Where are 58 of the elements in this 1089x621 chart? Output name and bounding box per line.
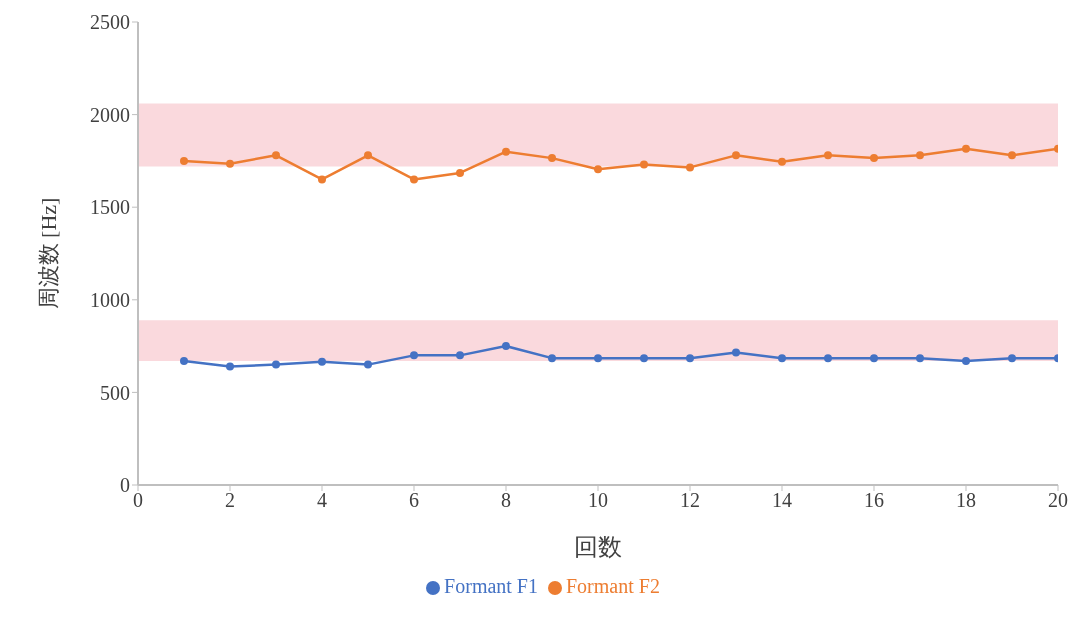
point <box>640 160 648 169</box>
x-tick-label: 6 <box>409 489 419 512</box>
y-tick-label: 2500 <box>90 11 130 34</box>
y-axis-title: 周波数 [Hz] <box>35 197 61 310</box>
x-tick-label: 12 <box>680 489 700 512</box>
y-tick-label: 1500 <box>90 196 130 219</box>
point <box>1008 151 1016 160</box>
point <box>916 151 924 160</box>
point <box>272 360 280 369</box>
point <box>1008 354 1016 363</box>
x-tick-label: 16 <box>864 489 884 512</box>
point <box>180 356 188 365</box>
point <box>962 356 970 365</box>
point <box>870 154 878 163</box>
point <box>318 175 326 184</box>
x-axis-title: 回数 <box>574 534 622 560</box>
point <box>272 151 280 160</box>
point <box>732 348 740 357</box>
point <box>502 342 510 351</box>
x-tick-label: 14 <box>772 489 792 512</box>
y-tick-label: 2000 <box>90 103 130 126</box>
legend-label: Formant F1 <box>444 575 538 597</box>
point <box>456 168 464 177</box>
point <box>226 362 234 371</box>
x-tick-label: 20 <box>1048 489 1068 512</box>
point <box>364 360 372 369</box>
legend-label: Formant F2 <box>566 575 660 597</box>
x-tick-label: 2 <box>225 489 235 512</box>
y-tick-label: 0 <box>120 474 130 497</box>
point <box>318 357 326 366</box>
x-tick-label: 4 <box>317 489 327 512</box>
point <box>548 154 556 163</box>
point <box>686 163 694 172</box>
x-tick-label: 8 <box>501 489 511 512</box>
point <box>548 354 556 363</box>
x-tick-label: 10 <box>588 489 608 512</box>
point <box>594 354 602 363</box>
point <box>732 151 740 160</box>
point <box>364 151 372 160</box>
point <box>824 354 832 363</box>
point <box>962 144 970 153</box>
point <box>824 151 832 160</box>
point <box>410 351 418 360</box>
point <box>778 157 786 166</box>
point <box>870 354 878 363</box>
point <box>916 354 924 363</box>
point <box>502 147 510 156</box>
point <box>778 354 786 363</box>
point <box>226 159 234 168</box>
point <box>456 351 464 360</box>
point <box>640 354 648 363</box>
point <box>594 165 602 174</box>
point <box>686 354 694 363</box>
y-tick-label: 1000 <box>90 288 130 311</box>
x-tick-label: 18 <box>956 489 976 512</box>
y-tick-label: 500 <box>100 381 130 404</box>
point <box>410 175 418 184</box>
point <box>180 156 188 165</box>
